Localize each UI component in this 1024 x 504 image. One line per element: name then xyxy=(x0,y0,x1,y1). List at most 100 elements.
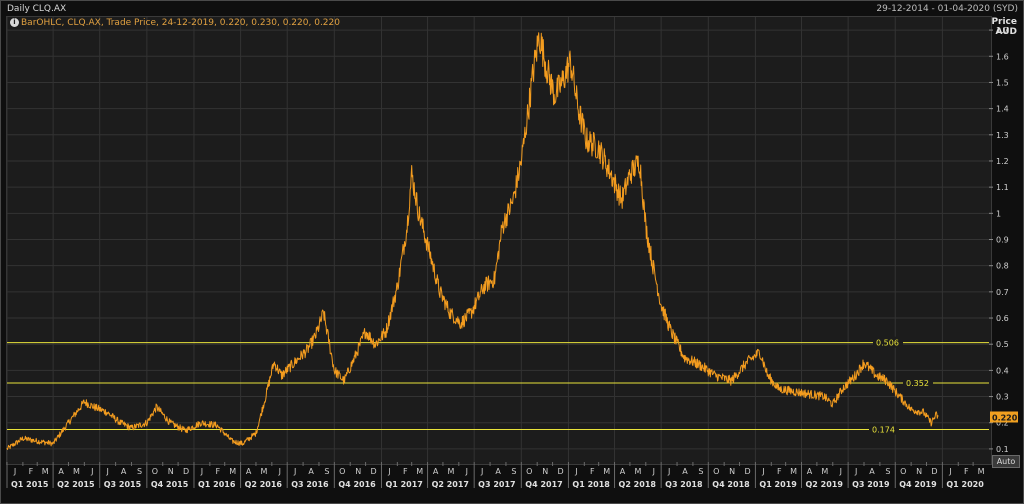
month-label: O xyxy=(900,467,906,476)
y-tick-label: 1 xyxy=(996,209,1001,218)
quarter-label: Q1 2018 xyxy=(572,480,610,489)
month-label: F xyxy=(964,467,969,476)
quarter-label: Q2 2017 xyxy=(432,480,469,489)
month-label: F xyxy=(216,467,221,476)
y-tick-label: 0.9 xyxy=(996,236,1009,245)
quarter-label: Q2 2019 xyxy=(806,480,844,489)
level-label: 0.174 xyxy=(872,426,895,435)
y-tick-label: 0.4 xyxy=(996,366,1009,375)
month-label: D xyxy=(931,467,937,476)
month-label: J xyxy=(90,467,93,476)
month-label: M xyxy=(821,467,828,476)
level-label: 0.506 xyxy=(876,339,899,348)
month-label: N xyxy=(729,467,735,476)
month-label: J xyxy=(761,467,764,476)
month-label: N xyxy=(355,467,361,476)
month-label: S xyxy=(137,467,142,476)
horizontal-levels: 0.506 0.352 0.174 xyxy=(7,336,989,435)
month-label: F xyxy=(403,467,408,476)
y-tick-label: 1.3 xyxy=(996,131,1009,140)
level-label: 0.352 xyxy=(906,379,929,388)
month-label: D xyxy=(744,467,750,476)
level-label-bg xyxy=(869,423,899,435)
month-label: D xyxy=(183,467,189,476)
level-label-bg xyxy=(873,336,903,348)
quarter-label: Q1 2017 xyxy=(385,480,422,489)
y-tick-label: 0.2 xyxy=(996,419,1009,428)
last-price-tag xyxy=(990,411,1018,423)
quarter-label: Q2 2016 xyxy=(245,480,283,489)
month-label: A xyxy=(682,467,688,476)
month-label: J xyxy=(854,467,857,476)
y-axis-title-currency: AUD xyxy=(995,27,1017,37)
y-tick-label: 0.1 xyxy=(996,445,1009,454)
quarter-label: Q3 2015 xyxy=(104,480,142,489)
quarter-label: Q3 2017 xyxy=(478,480,515,489)
month-label: A xyxy=(620,467,626,476)
month-label: M xyxy=(229,467,236,476)
quarter-label: Q2 2018 xyxy=(619,480,657,489)
month-label: J xyxy=(667,467,670,476)
price-line xyxy=(6,32,939,450)
y-tick-label: 0.6 xyxy=(996,314,1009,323)
y-tick-label: 1.2 xyxy=(996,157,1009,166)
month-label: N xyxy=(168,467,174,476)
y-tick-label: 0.5 xyxy=(996,340,1009,349)
y-tick-label: 0.7 xyxy=(996,288,1009,297)
quarter-label: Q1 2019 xyxy=(759,480,797,489)
last-price-label: 0.220 xyxy=(992,414,1018,423)
quarter-label: Q4 2016 xyxy=(338,480,376,489)
month-label: N xyxy=(916,467,922,476)
month-label: S xyxy=(511,467,516,476)
month-label: J xyxy=(652,467,655,476)
quarter-label: Q4 2017 xyxy=(525,480,562,489)
plot-area[interactable] xyxy=(6,16,992,465)
month-label: A xyxy=(869,467,875,476)
month-label: A xyxy=(121,467,127,476)
y-tick-label: 1.6 xyxy=(996,52,1009,61)
month-label: J xyxy=(839,467,842,476)
month-label: F xyxy=(29,467,34,476)
month-label: F xyxy=(590,467,595,476)
month-label: M xyxy=(73,467,80,476)
month-label: M xyxy=(634,467,641,476)
month-label: A xyxy=(807,467,813,476)
series-legend[interactable]: i BarOHLC, CLQ.AX, Trade Price, 24-12-20… xyxy=(10,17,340,28)
y-tick-label: 1.1 xyxy=(996,183,1009,192)
quarter-label: Q1 2015 xyxy=(11,480,49,489)
grid-lines xyxy=(6,17,989,462)
chart-title: Daily CLQ.AX xyxy=(7,4,67,14)
month-label: N xyxy=(542,467,548,476)
month-label: S xyxy=(885,467,890,476)
month-label: O xyxy=(713,467,719,476)
quarter-label: Q4 2015 xyxy=(151,480,189,489)
month-label: S xyxy=(698,467,703,476)
month-label: D xyxy=(370,467,376,476)
quarter-label: Q1 2020 xyxy=(946,480,984,489)
auto-scale-button[interactable]: Auto xyxy=(992,455,1020,468)
month-label: A xyxy=(58,467,64,476)
month-label: D xyxy=(557,467,563,476)
month-label: O xyxy=(339,467,345,476)
month-label: J xyxy=(106,467,109,476)
y-tick-label: 1.5 xyxy=(996,78,1009,87)
level-label-bg xyxy=(903,376,933,388)
info-icon[interactable]: i xyxy=(10,18,19,27)
y-tick-label: 1.4 xyxy=(996,105,1009,114)
y-tick-label: 1.7 xyxy=(996,26,1009,35)
month-label: M xyxy=(790,467,797,476)
month-label: M xyxy=(447,467,454,476)
month-label: A xyxy=(433,467,439,476)
date-range: 29-12-2014 - 01-04-2020 (SYD) xyxy=(876,4,1018,14)
month-label: J xyxy=(948,467,951,476)
month-label: J xyxy=(480,467,483,476)
month-label: A xyxy=(308,467,314,476)
month-label: J xyxy=(574,467,577,476)
month-label: A xyxy=(495,467,501,476)
quarter-label: Q2 2015 xyxy=(57,480,95,489)
month-label: F xyxy=(777,467,782,476)
y-axis-title-price: Price xyxy=(991,17,1017,27)
quarter-label: Q3 2019 xyxy=(852,480,890,489)
